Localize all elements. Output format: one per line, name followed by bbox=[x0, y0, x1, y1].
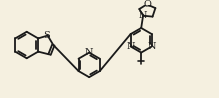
Text: N: N bbox=[139, 11, 147, 20]
Text: O: O bbox=[144, 0, 152, 9]
Text: S: S bbox=[43, 31, 50, 40]
Text: N: N bbox=[127, 42, 135, 51]
Text: N: N bbox=[85, 48, 94, 57]
Text: N: N bbox=[147, 42, 156, 51]
